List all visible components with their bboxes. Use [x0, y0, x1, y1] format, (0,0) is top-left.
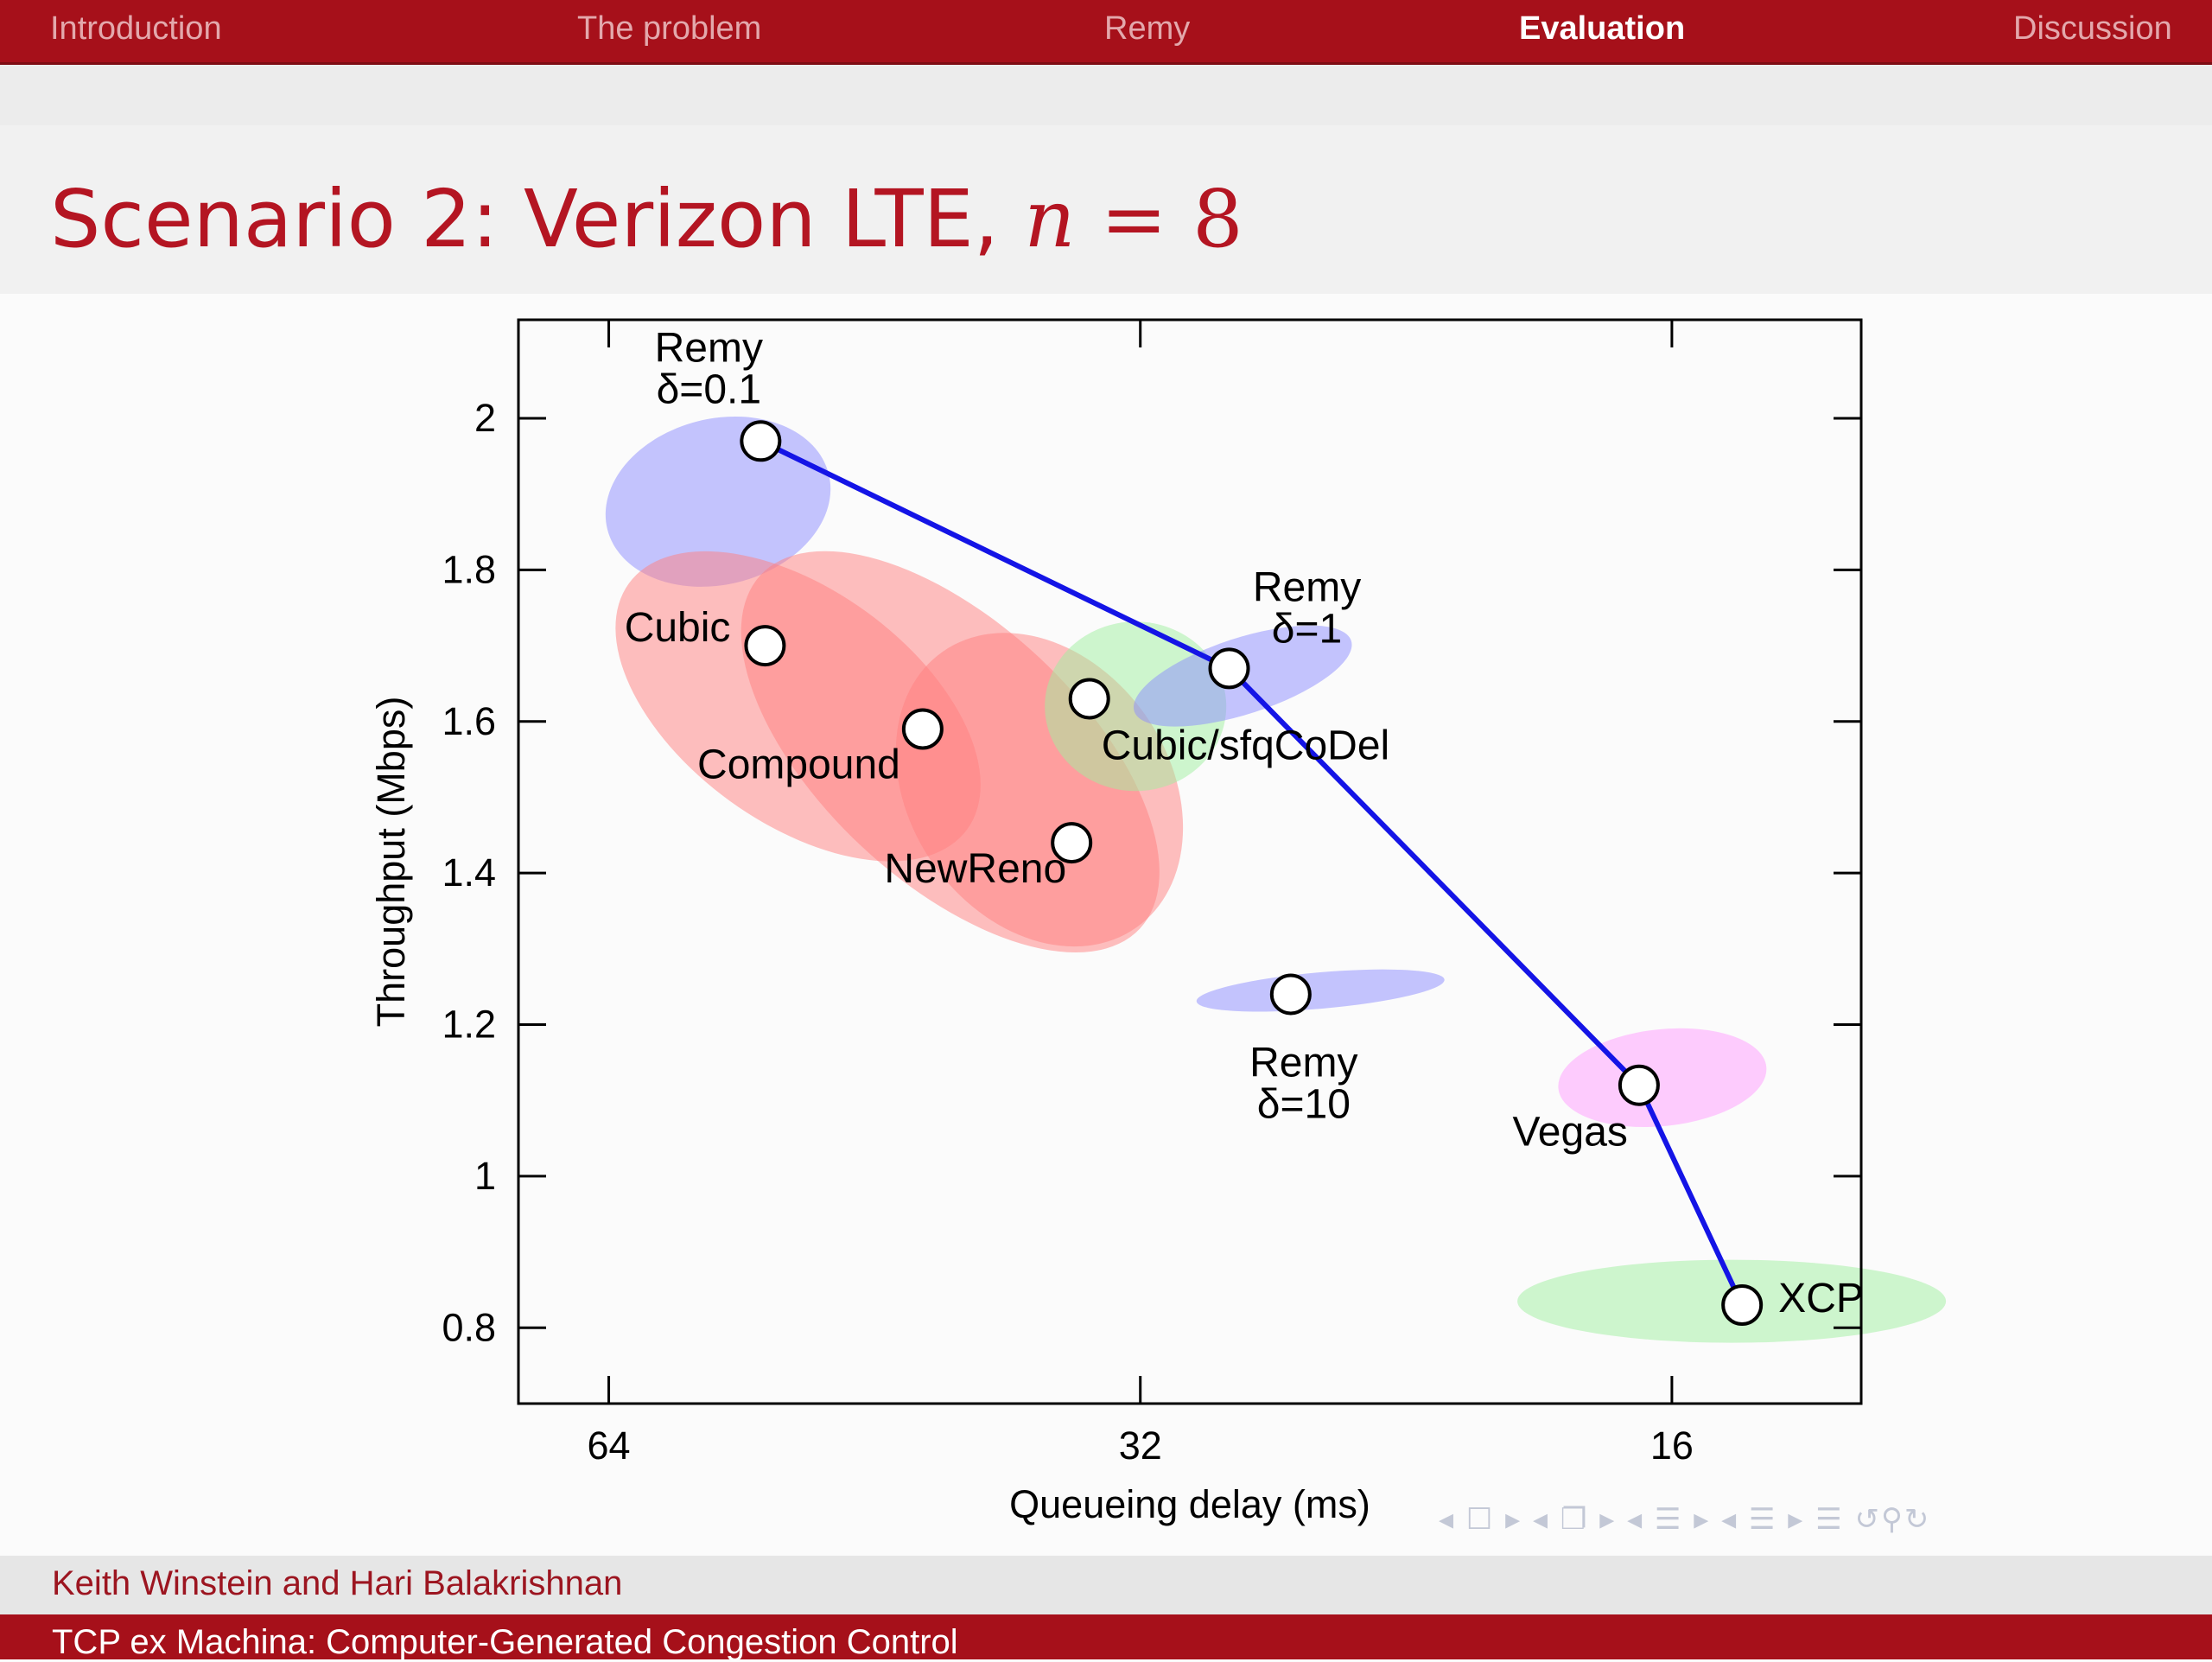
point-label-7: Remy δ=10 — [1249, 1040, 1357, 1127]
slide-nav-icon[interactable]: ◂ ☰ ▸ — [1721, 1502, 1805, 1537]
point-label-line: Cubic/sfqCoDel — [1102, 723, 1389, 768]
ellipse-1 — [605, 416, 831, 587]
y-axis-label: Throughput (Mbps) — [369, 697, 413, 1028]
subsection-nav-icon[interactable]: ◂ ❐ ▸ — [1533, 1502, 1617, 1537]
frame-title-variable: n — [1024, 173, 1076, 265]
y-tick-label-4: 1.4 — [442, 850, 496, 895]
point-label-line: XCP — [1778, 1276, 1864, 1321]
x-tick-label-2: 32 — [1119, 1423, 1162, 1468]
plot-frame — [517, 318, 1863, 1405]
nav-item-introduction[interactable]: Introduction — [50, 10, 222, 47]
section-nav-icon[interactable]: ◂ ☰ ▸ — [1627, 1502, 1711, 1537]
data-point-3 — [901, 708, 944, 750]
y-tick-label-7: 2 — [474, 396, 496, 440]
point-label-6: Remy δ=1 — [1253, 564, 1361, 652]
data-point-6 — [1208, 647, 1250, 690]
x-axis-label: Queueing delay (ms) — [1009, 1482, 1370, 1526]
footline-title-bar — [0, 1614, 2212, 1659]
label-layer: Remy δ=0.1CubicCompoundNewRenoCubic/sfqCo… — [625, 325, 1864, 1321]
toc-icon[interactable]: ☰ — [1815, 1502, 1844, 1537]
point-label-line: Remy — [1249, 1040, 1357, 1086]
point-label-9: XCP — [1778, 1276, 1864, 1321]
section-navigation-bar: Introduction The problem Remy Evaluation… — [0, 0, 2212, 65]
tick-layer: 64 32 16 0.8 1 1.2 1.4 1.6 1.8 2 — [442, 320, 1861, 1468]
point-label-line: δ=10 — [1257, 1081, 1351, 1127]
y-tick-label-5: 1.6 — [442, 699, 496, 743]
point-label-line: Compound — [697, 742, 900, 788]
frame-title: Scenario 2: Verizon LTE, n = 8 — [50, 173, 1243, 265]
point-label-line: Cubic — [625, 605, 731, 651]
point-label-line: δ=1 — [1272, 606, 1342, 652]
nav-item-remy[interactable]: Remy — [1104, 10, 1191, 47]
point-label-line: Remy — [655, 325, 763, 371]
frame-title-math: n = 8 — [1024, 173, 1243, 265]
point-label-8: Vegas — [1512, 1110, 1627, 1156]
data-point-4 — [1051, 822, 1093, 864]
x-tick-label-1: 64 — [588, 1423, 631, 1468]
point-label-4: NewReno — [884, 846, 1066, 892]
frame-title-text: Scenario 2: Verizon LTE, — [50, 173, 1025, 265]
data-point-1 — [740, 420, 782, 462]
footer-talk-title: TCP ex Machina: Computer-Generated Conge… — [52, 1623, 958, 1661]
ellipse-7 — [1196, 969, 1445, 1012]
data-point-7 — [1269, 973, 1312, 1016]
point-label-3: Compound — [697, 742, 900, 788]
subsection-bar — [0, 65, 2212, 125]
data-point-5 — [1068, 678, 1110, 720]
y-tick-label-3: 1.2 — [442, 1003, 496, 1047]
frame-title-bar — [0, 125, 2212, 294]
point-label-5: Cubic/sfqCoDel — [1102, 723, 1389, 768]
y-tick-label-1: 0.8 — [442, 1305, 496, 1349]
frame-nav-icon[interactable]: ◂ ☐ ▸ — [1439, 1502, 1522, 1537]
point-label-line: NewReno — [884, 846, 1066, 892]
frontier-line — [760, 438, 1745, 1307]
footer-authors: Keith Winstein and Hari Balakrishnan — [52, 1564, 623, 1602]
y-tick-label-6: 1.8 — [442, 547, 496, 591]
throughput-delay-chart: 64 32 160.811.21.41.61.82 Remy δ=0.1CubicCo… — [369, 318, 1947, 1526]
search-icon[interactable]: ↺⚲↻ — [1854, 1502, 1931, 1537]
data-point-8 — [1618, 1064, 1660, 1106]
nav-item-the-problem[interactable]: The problem — [577, 10, 762, 47]
point-label-line: Vegas — [1512, 1110, 1627, 1156]
ellipse-layer — [605, 416, 1947, 1343]
point-label-1: Remy δ=0.1 — [655, 325, 763, 412]
data-point-9 — [1721, 1284, 1764, 1326]
point-label-line: δ=0.1 — [657, 366, 761, 412]
data-point-2 — [744, 625, 786, 667]
footline-authors-bar — [0, 1556, 2212, 1614]
point-layer — [740, 420, 1764, 1326]
y-tick-label-2: 1 — [474, 1154, 496, 1198]
nav-item-evaluation[interactable]: Evaluation — [1519, 10, 1686, 47]
point-label-line: Remy — [1253, 564, 1361, 610]
frame-title-equation: = 8 — [1075, 173, 1243, 265]
beamer-navigation-controls: ◂ ☐ ▸ ◂ ❐ ▸ ◂ ☰ ▸ ◂ ☰ ▸ ☰ ↺⚲↻ — [1439, 1502, 2199, 1542]
x-tick-label-3: 16 — [1650, 1423, 1694, 1468]
nav-item-discussion[interactable]: Discussion — [2013, 10, 2172, 47]
point-label-2: Cubic — [625, 605, 731, 651]
